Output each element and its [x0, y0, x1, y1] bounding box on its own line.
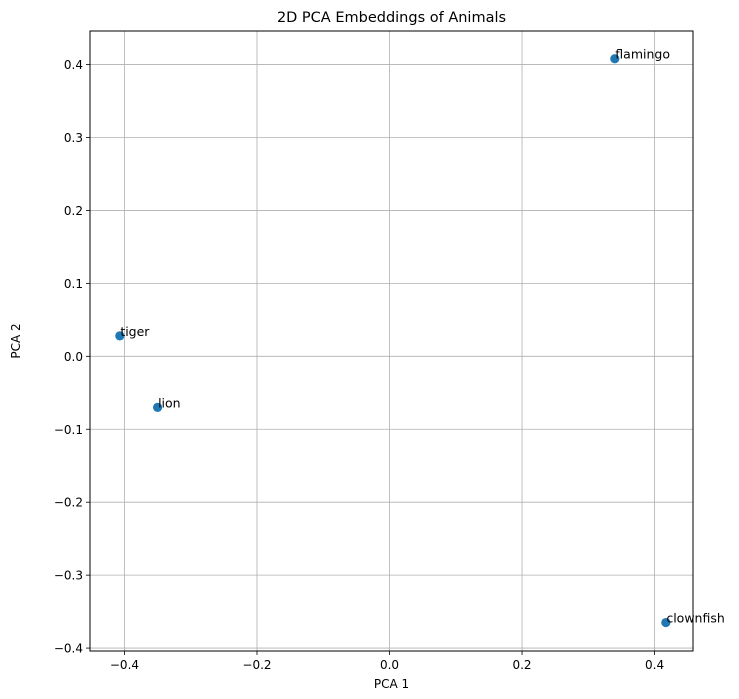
y-tick-label: −0.3 — [54, 569, 83, 583]
point-label-clownfish: clownfish — [666, 611, 724, 626]
plot-area — [89, 30, 694, 652]
y-tick-label: 0.0 — [64, 350, 83, 364]
y-tick-label: 0.1 — [64, 277, 83, 291]
chart-title: 2D PCA Embeddings of Animals — [277, 10, 506, 26]
point-label-lion: lion — [158, 395, 181, 410]
x-tick-label: 0.0 — [380, 658, 399, 672]
y-axis-label: PCA 2 — [9, 323, 23, 358]
y-tick-label: −0.1 — [54, 423, 83, 437]
point-label-flamingo: flamingo — [615, 47, 670, 62]
x-tick-label: 0.2 — [512, 658, 531, 672]
x-axis-label: PCA 1 — [374, 677, 409, 691]
y-tick-label: 0.4 — [64, 58, 83, 72]
x-tick-label: −0.2 — [242, 658, 271, 672]
y-tick-label: 0.3 — [64, 131, 83, 145]
scatter-point-tiger — [115, 331, 125, 341]
y-tick-label: −0.4 — [54, 642, 83, 656]
scatter-point-lion — [152, 402, 163, 412]
data-points: flamingo tiger lion clownfish — [115, 47, 725, 628]
y-tick-label: 0.2 — [64, 204, 83, 218]
scatter-point-clownfish — [661, 617, 671, 628]
x-tick-label: 0.4 — [645, 658, 664, 672]
grid — [90, 31, 693, 651]
x-tick-label: −0.4 — [110, 658, 139, 672]
axis-ticks: −0.4 −0.2 0.0 0.2 0.4 −0.4 −0.3 −0.2 −0.1 0.0 0.1 0… — [54, 58, 664, 672]
scatter-point-flamingo — [610, 54, 620, 64]
point-label-tiger: tiger — [120, 324, 150, 339]
y-tick-label: −0.2 — [54, 496, 83, 510]
